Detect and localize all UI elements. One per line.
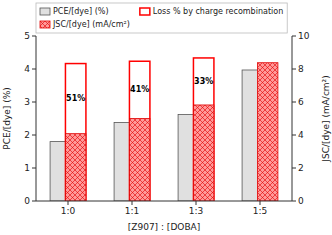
loss-bar <box>65 64 85 201</box>
bar <box>65 134 85 201</box>
y-tick-label: 3 <box>24 97 30 107</box>
axes: 0 1 2 3 4 5 0 2 4 6 8 10 1:0 1:1 1:3 1:5 <box>24 31 309 216</box>
loss-bar <box>193 58 213 201</box>
chart: 51% 41% 33% 0 1 2 3 4 5 0 2 4 6 8 10 1:0 1:1 1:3 1:5 [Z907]… <box>0 0 332 235</box>
legend-swatch <box>40 8 50 15</box>
y-tick <box>32 168 36 169</box>
x-tick-label: 1:5 <box>253 206 267 216</box>
x-tick <box>196 201 197 205</box>
y-tick <box>32 201 36 202</box>
loss-label: 33% <box>194 77 213 86</box>
x-axis-line <box>36 201 292 202</box>
y-tick <box>32 69 36 70</box>
series-1 <box>65 63 277 201</box>
x-tick-label: 1:1 <box>125 206 139 216</box>
x-tick <box>68 201 69 205</box>
legend: PCE/[dye] (%) JSC/[dye] (mA/cm²) Loss % by… <box>36 3 287 33</box>
x-tick <box>132 201 133 205</box>
plot-area <box>50 58 278 201</box>
y2-tick <box>292 168 296 169</box>
y-tick-label: 0 <box>24 196 30 206</box>
y2-tick <box>292 102 296 103</box>
y2-axis-label: JSC/[dye] (mA/cm²) <box>321 75 331 162</box>
y-tick-label: 1 <box>24 163 30 173</box>
x-tick-label: 1:3 <box>189 206 203 216</box>
legend-item: PCE/[dye] (%) <box>40 7 109 16</box>
x-tick-label: 1:0 <box>61 206 76 216</box>
y-tick-label: 4 <box>24 64 30 74</box>
x-axis-label: [Z907] : [DOBA] <box>128 222 201 232</box>
y2-tick <box>292 36 296 37</box>
bar <box>193 105 213 201</box>
legend-label: Loss % by charge recombination <box>153 7 283 16</box>
legend-swatch <box>140 8 150 15</box>
y2-tick-label: 0 <box>298 196 304 206</box>
legend-label: JSC/[dye] (mA/cm²) <box>52 20 130 29</box>
series-2 <box>65 58 213 201</box>
legend-item: JSC/[dye] (mA/cm²) <box>40 20 130 29</box>
y2-tick <box>292 135 296 136</box>
y2-tick-label: 10 <box>298 31 310 41</box>
y-axis-line <box>36 36 37 201</box>
y-tick-label: 5 <box>24 31 30 41</box>
loss-label: 51% <box>66 94 85 103</box>
loss-label: 41% <box>130 85 149 94</box>
legend-swatch <box>40 21 50 28</box>
y-tick <box>32 102 36 103</box>
legend-label: PCE/[dye] (%) <box>53 7 109 16</box>
y2-tick <box>292 69 296 70</box>
y2-tick-label: 8 <box>298 64 304 74</box>
bar <box>129 119 149 202</box>
y-axis-label: PCE/[dye] (%) <box>2 87 12 149</box>
y-tick <box>32 36 36 37</box>
legend-item: Loss % by charge recombination <box>140 7 283 16</box>
loss-bar <box>129 61 149 201</box>
x-tick <box>260 201 261 205</box>
y-tick-label: 2 <box>24 130 30 140</box>
y2-axis-line <box>292 36 293 201</box>
y2-tick-label: 4 <box>298 130 304 140</box>
y2-tick-label: 6 <box>298 97 304 107</box>
legend-frame <box>36 3 287 33</box>
y2-tick <box>292 201 296 202</box>
bar <box>257 63 277 201</box>
y-tick <box>32 135 36 136</box>
y2-tick-label: 2 <box>298 163 304 173</box>
